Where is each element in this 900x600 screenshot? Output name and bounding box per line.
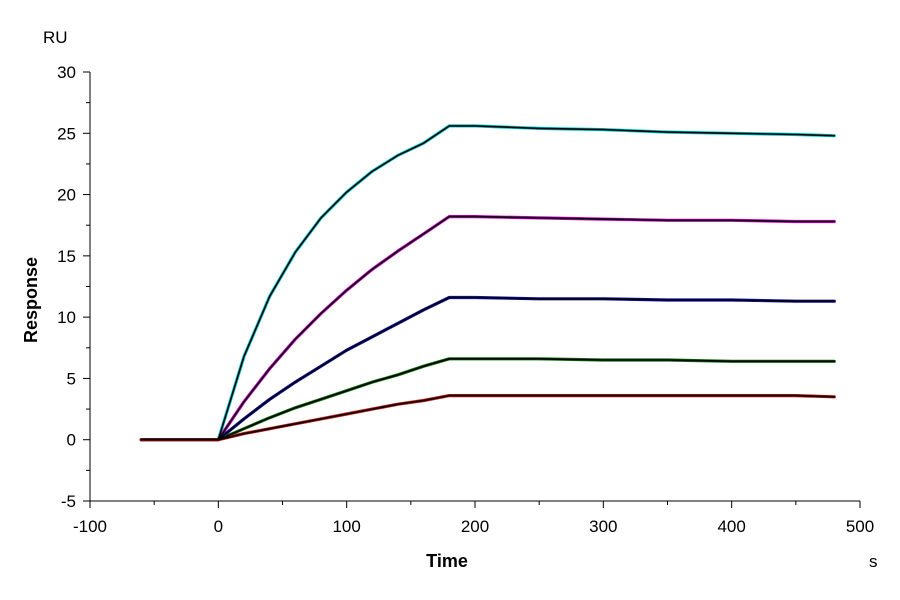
y-tick-label: 10 — [57, 308, 76, 327]
x-tick-label: 400 — [717, 517, 745, 536]
fit-curve-4 — [140, 357, 836, 441]
fit-curve-1 — [140, 125, 836, 441]
x-axis-title: Time — [426, 551, 468, 571]
x-tick-label: 300 — [589, 517, 617, 536]
y-unit-label: RU — [43, 28, 68, 47]
series-layer — [139, 124, 836, 442]
x-axis: -100 0 100 200 300 400 500 — [73, 500, 874, 536]
series-trace-2 — [139, 215, 836, 442]
series-trace-1 — [139, 124, 836, 442]
y-tick-label: -5 — [61, 492, 76, 511]
y-axis: -5 0 5 10 15 20 25 30 — [57, 63, 91, 511]
x-tick-label: 100 — [332, 517, 360, 536]
fit-curve-2 — [140, 215, 836, 441]
x-unit-label: s — [869, 552, 878, 571]
y-tick-label: 20 — [57, 186, 76, 205]
x-tick-label: -100 — [73, 517, 107, 536]
y-tick-label: 15 — [57, 247, 76, 266]
fit-curve-5 — [140, 394, 836, 441]
x-tick-label: 0 — [214, 517, 223, 536]
y-tick-label: 25 — [57, 124, 76, 143]
y-tick-label: 0 — [67, 431, 76, 450]
y-axis-title: Response — [21, 257, 41, 343]
x-tick-label: 500 — [846, 517, 874, 536]
x-tick-label: 200 — [461, 517, 489, 536]
y-tick-label: 5 — [67, 369, 76, 388]
fit-curve-3 — [140, 296, 836, 441]
fit-layer — [140, 125, 836, 441]
y-tick-label: 30 — [57, 63, 76, 82]
